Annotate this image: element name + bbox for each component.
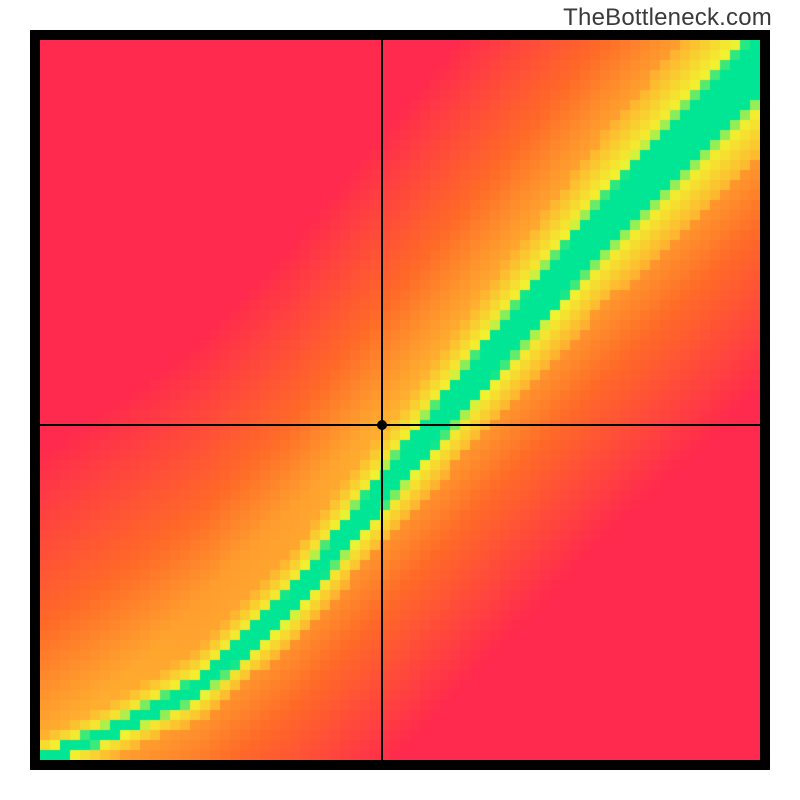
crosshair-vertical xyxy=(381,40,383,760)
watermark-text: TheBottleneck.com xyxy=(563,4,772,32)
crosshair-horizontal xyxy=(40,424,760,426)
chart-frame xyxy=(30,30,770,770)
crosshair-marker xyxy=(377,420,387,430)
heatmap-canvas xyxy=(40,40,760,760)
